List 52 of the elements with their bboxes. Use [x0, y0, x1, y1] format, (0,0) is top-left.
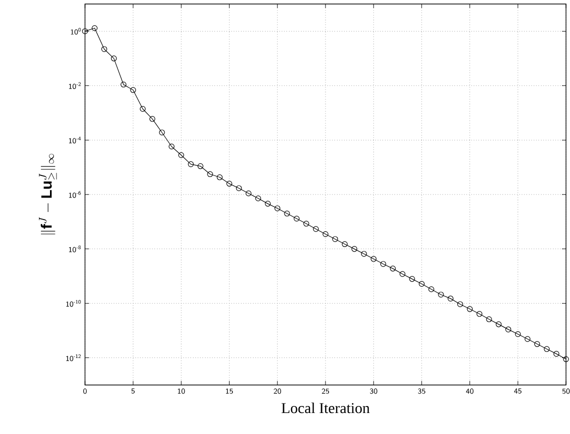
- point: [563, 356, 569, 362]
- point: [188, 161, 194, 168]
- point: [303, 220, 310, 227]
- point: [496, 321, 502, 328]
- point: [380, 261, 386, 267]
- point: [120, 82, 126, 88]
- point: [448, 296, 454, 302]
- point: [476, 311, 482, 317]
- point: [284, 210, 290, 216]
- point: [178, 152, 184, 158]
- point: [322, 231, 328, 238]
- point: [342, 241, 348, 248]
- point: [400, 271, 406, 277]
- point: [246, 190, 252, 196]
- x-axis-title: Local Iteration: [282, 402, 370, 414]
- point: [140, 106, 146, 112]
- point: [294, 216, 300, 222]
- point: [274, 205, 280, 212]
- point: [438, 292, 444, 298]
- point: [553, 350, 560, 357]
- point: [505, 326, 512, 332]
- point: [226, 180, 232, 187]
- point: [544, 346, 550, 352]
- point: [486, 316, 492, 322]
- point: [409, 276, 415, 282]
- point: [466, 306, 473, 312]
- point: [428, 286, 434, 292]
- point: [101, 46, 108, 52]
- point: [149, 116, 156, 122]
- point: [351, 246, 358, 252]
- point: [92, 25, 98, 32]
- point: [255, 195, 262, 202]
- point: [361, 250, 367, 257]
- point: [216, 174, 223, 180]
- point: [198, 163, 204, 170]
- point: [524, 336, 530, 342]
- point: [534, 341, 540, 347]
- point: [515, 331, 521, 338]
- point: [110, 56, 117, 62]
- point: [418, 280, 425, 287]
- point: [264, 200, 271, 207]
- point: [159, 130, 165, 136]
- point: [207, 171, 213, 178]
- point: [457, 301, 464, 308]
- point: [312, 226, 319, 232]
- point: [390, 266, 396, 272]
- point: [332, 236, 338, 242]
- point: [130, 87, 136, 93]
- point: [370, 256, 376, 262]
- y-axis-title: $\|\mathbf{f}^J - \mathbf{L}\mathbf{u}^J_{\geq}\|_\infty$: [38, 154, 57, 234]
- point: [236, 185, 242, 192]
- point: [168, 144, 174, 150]
